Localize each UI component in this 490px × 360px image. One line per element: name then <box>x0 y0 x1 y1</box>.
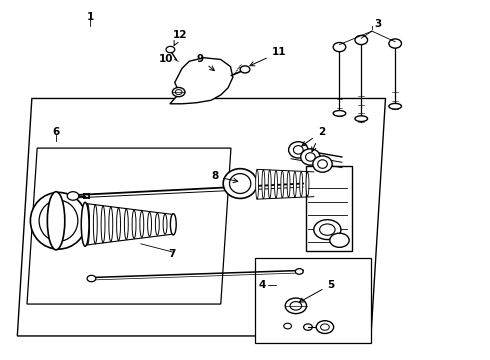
Ellipse shape <box>67 192 79 200</box>
Ellipse shape <box>389 103 401 109</box>
Ellipse shape <box>155 213 159 235</box>
Ellipse shape <box>223 168 257 198</box>
Ellipse shape <box>333 111 346 116</box>
Ellipse shape <box>171 214 176 235</box>
Ellipse shape <box>290 302 302 310</box>
Ellipse shape <box>355 35 368 45</box>
Ellipse shape <box>101 206 105 243</box>
Ellipse shape <box>140 211 144 238</box>
Ellipse shape <box>262 170 265 199</box>
Ellipse shape <box>289 142 308 158</box>
Ellipse shape <box>281 171 284 198</box>
Ellipse shape <box>306 153 315 161</box>
Text: 12: 12 <box>172 30 187 45</box>
Ellipse shape <box>330 233 349 247</box>
Ellipse shape <box>109 207 113 242</box>
Ellipse shape <box>48 192 65 250</box>
Ellipse shape <box>163 215 167 234</box>
Ellipse shape <box>94 205 97 244</box>
Ellipse shape <box>172 87 185 97</box>
Ellipse shape <box>316 321 334 333</box>
Ellipse shape <box>389 39 401 48</box>
Text: 9: 9 <box>196 54 214 71</box>
Text: 6: 6 <box>52 127 60 137</box>
Ellipse shape <box>295 269 303 274</box>
Ellipse shape <box>306 172 309 196</box>
Ellipse shape <box>318 160 327 168</box>
Ellipse shape <box>333 42 346 52</box>
Ellipse shape <box>355 116 368 122</box>
Ellipse shape <box>268 170 271 198</box>
Ellipse shape <box>285 298 307 314</box>
Text: 4: 4 <box>258 280 266 289</box>
Ellipse shape <box>284 323 292 329</box>
Ellipse shape <box>39 200 78 241</box>
Ellipse shape <box>240 66 250 73</box>
Ellipse shape <box>87 275 96 282</box>
Ellipse shape <box>81 202 89 246</box>
Ellipse shape <box>132 210 136 238</box>
Ellipse shape <box>314 220 341 239</box>
Text: 8: 8 <box>211 171 238 183</box>
Text: 7: 7 <box>169 249 176 260</box>
Text: 5: 5 <box>299 280 335 302</box>
Ellipse shape <box>294 171 296 197</box>
Ellipse shape <box>166 46 175 53</box>
Ellipse shape <box>319 224 335 235</box>
Ellipse shape <box>304 324 312 330</box>
Ellipse shape <box>256 169 259 199</box>
Bar <box>255 258 371 343</box>
Ellipse shape <box>313 156 332 172</box>
Ellipse shape <box>86 204 90 245</box>
Ellipse shape <box>30 192 87 249</box>
Text: 11: 11 <box>250 48 286 66</box>
Text: 3: 3 <box>374 19 382 29</box>
Bar <box>306 166 352 251</box>
Text: 1: 1 <box>86 12 94 22</box>
Ellipse shape <box>274 170 277 198</box>
Ellipse shape <box>229 174 251 193</box>
Ellipse shape <box>301 149 320 165</box>
Ellipse shape <box>294 145 303 154</box>
Ellipse shape <box>117 208 121 240</box>
Ellipse shape <box>287 171 290 197</box>
Text: 10: 10 <box>159 54 173 64</box>
Ellipse shape <box>300 172 303 197</box>
Ellipse shape <box>175 90 182 95</box>
Ellipse shape <box>124 209 128 239</box>
Ellipse shape <box>320 324 329 330</box>
Ellipse shape <box>147 212 151 237</box>
Polygon shape <box>170 58 233 104</box>
Text: 2: 2 <box>302 127 325 146</box>
